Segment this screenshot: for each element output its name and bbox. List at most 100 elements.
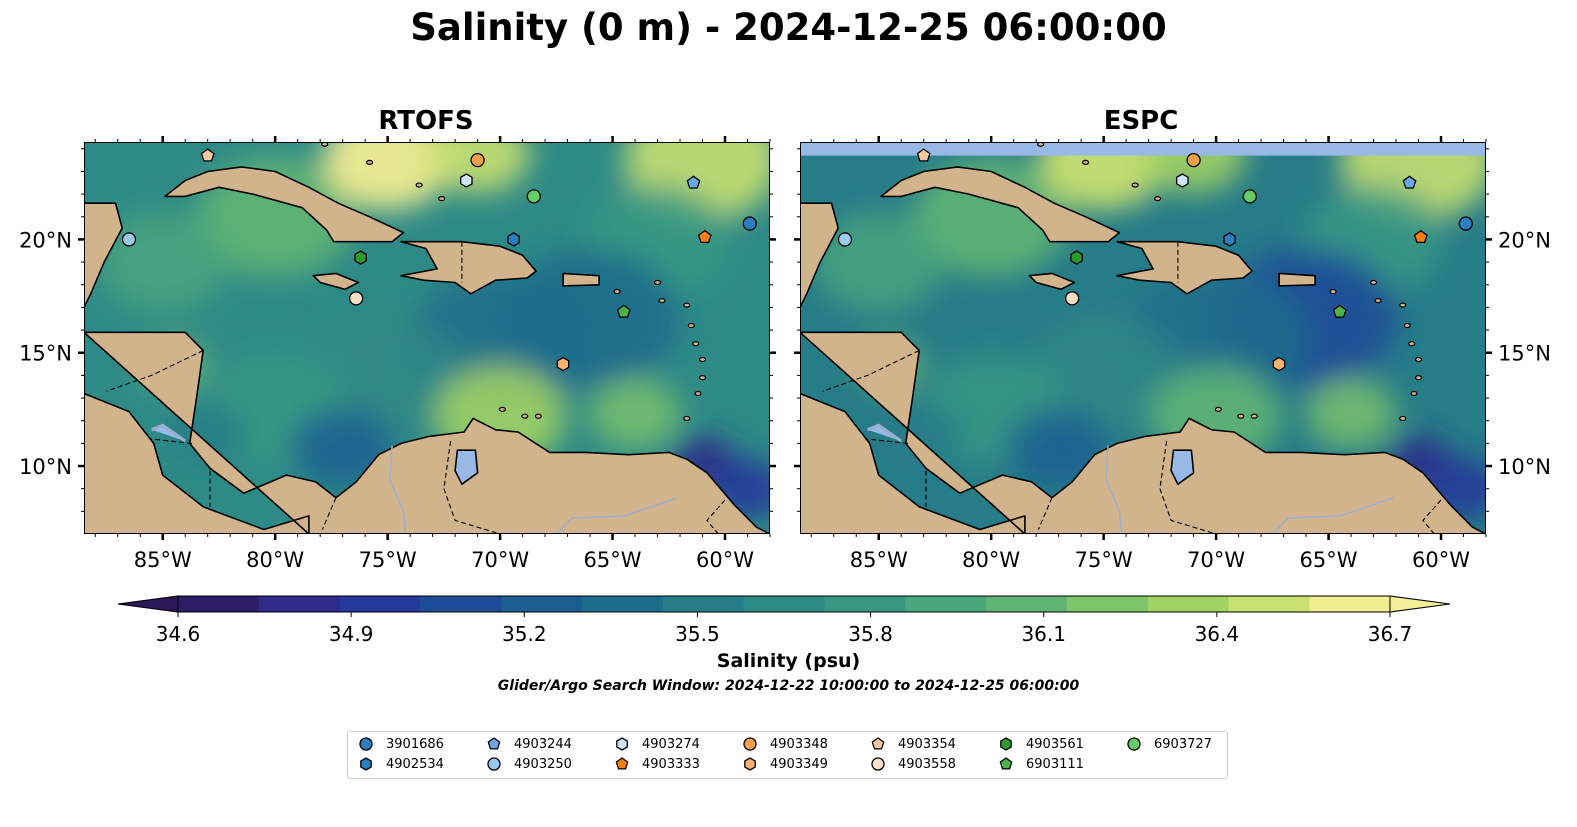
colorbar-segment xyxy=(178,596,260,612)
float-legend: 3901686 4902534 4903244 4903250 4903274 49033… xyxy=(347,731,1228,779)
legend-item: 4903561 xyxy=(998,736,1084,752)
colorbar-segment xyxy=(662,596,745,612)
lon-tick-label: 70°W xyxy=(471,548,529,572)
map-0-float-6903727 xyxy=(526,189,541,204)
legend-marker-4903558 xyxy=(871,757,885,771)
legend-marker-4903244 xyxy=(487,737,501,750)
colorbar-tick-label: 35.5 xyxy=(675,622,720,646)
legend-marker-4903333 xyxy=(615,757,629,770)
map-1-float-4902534 xyxy=(1223,232,1236,247)
legend-label: 4903349 xyxy=(770,756,828,772)
lat-tick-label: 10°N xyxy=(19,455,72,479)
colorbar-tick-label: 36.1 xyxy=(1021,622,1066,646)
colorbar-segment xyxy=(339,596,421,612)
legend-item: 4903274 xyxy=(614,736,700,752)
colorbar-segment xyxy=(1066,596,1149,612)
legend-item: 6903111 xyxy=(998,756,1084,772)
lat-tick-label: 10°N xyxy=(1498,455,1551,479)
map-1-float-6903727 xyxy=(1242,189,1257,204)
map-1-float-4903274 xyxy=(1176,173,1189,188)
colorbar-segment xyxy=(501,596,583,612)
colorbar-segment xyxy=(986,596,1068,612)
map-1-float-4903250 xyxy=(837,232,853,247)
legend-item: 4903348 xyxy=(742,736,828,752)
map-0-float-4903348 xyxy=(470,152,485,168)
legend-item: 4903250 xyxy=(486,756,572,772)
rtofs-map xyxy=(84,142,770,534)
map-1-float-3901686 xyxy=(1458,216,1473,231)
lon-tick-label: 85°W xyxy=(850,548,908,572)
map-0-float-4902534 xyxy=(507,232,520,247)
colorbar-segment xyxy=(824,596,906,612)
legend-marker-6903111 xyxy=(999,757,1013,770)
legend-label: 4903354 xyxy=(898,736,956,752)
legend-label: 4903250 xyxy=(514,756,572,772)
map-0-float-4903561 xyxy=(354,250,367,265)
legend-label: 4903274 xyxy=(642,736,700,752)
map-0-float-4903274 xyxy=(460,173,473,188)
legend-label: 4903244 xyxy=(514,736,572,752)
legend-item: 4903354 xyxy=(870,736,956,752)
legend-item: 4903349 xyxy=(742,756,828,772)
legend-marker-4903349 xyxy=(744,757,756,771)
legend-item: 4903333 xyxy=(614,756,700,772)
legend-marker-4903250 xyxy=(487,757,501,771)
colorbar-tick-label: 34.6 xyxy=(156,622,201,646)
legend-item: 4902534 xyxy=(358,756,444,772)
legend-marker-3901686 xyxy=(359,737,373,751)
lon-tick-label: 80°W xyxy=(246,548,304,572)
colorbar-label: Salinity (psu) xyxy=(716,650,861,672)
lon-tick-label: 65°W xyxy=(1300,548,1358,572)
lon-tick-label: 65°W xyxy=(584,548,642,572)
colorbar-segment xyxy=(258,596,341,612)
legend-label: 4903561 xyxy=(1026,736,1084,752)
map-axes: 85°W 80°W 75°W 70°W 65°W 60°W 20°N 15°N 10°N 85°W… xyxy=(19,136,1551,572)
colorbar-segment xyxy=(743,596,825,612)
lat-tick-label: 20°N xyxy=(19,228,72,252)
colorbar-segment xyxy=(905,596,987,612)
legend-marker-4902534 xyxy=(360,757,372,771)
colorbar-tick-label: 36.4 xyxy=(1195,622,1240,646)
colorbar-segment xyxy=(1147,596,1229,612)
legend-label: 4903348 xyxy=(770,736,828,752)
map-1-float-4903333 xyxy=(1413,229,1428,244)
legend-label: 3901686 xyxy=(386,736,444,752)
map-1-float-4903558 xyxy=(1065,291,1080,306)
map-1-float-4903348 xyxy=(1186,152,1201,168)
map-1-float-4903349 xyxy=(1272,356,1286,372)
map-0-float-6903111 xyxy=(616,304,631,318)
map-1-float-6903111 xyxy=(1332,304,1347,318)
colorbar-segment xyxy=(582,596,664,612)
legend-label: 4902534 xyxy=(386,756,444,772)
colorbar-segment xyxy=(1309,596,1391,612)
map-1-float-4903244 xyxy=(1402,175,1417,189)
legend-marker-6903727 xyxy=(1127,737,1141,751)
legend-marker-4903274 xyxy=(616,737,628,751)
colorbar-segment xyxy=(420,596,502,612)
panel-title-rtofs: RTOFS xyxy=(378,106,474,136)
colorbar: 34.6 34.9 35.2 35.5 35.8 36.1 36.4 36.7 xyxy=(117,595,1451,646)
lon-tick-label: 60°W xyxy=(1412,548,1470,572)
map-0-float-4903250 xyxy=(121,232,137,247)
legend-label: 6903111 xyxy=(1026,756,1084,772)
lon-tick-label: 60°W xyxy=(696,548,754,572)
map-0-float-3901686 xyxy=(742,216,757,231)
legend-marker-4903354 xyxy=(871,737,885,750)
lat-tick-label: 20°N xyxy=(1498,228,1551,252)
legend-marker-4903561 xyxy=(1000,737,1012,751)
map-0-float-4903354 xyxy=(200,148,215,162)
legend-item: 4903244 xyxy=(486,736,572,752)
colorbar-tick-label: 35.2 xyxy=(502,622,547,646)
colorbar-segment xyxy=(1228,596,1310,612)
colorbar-tick-label: 34.9 xyxy=(329,622,374,646)
lon-tick-label: 80°W xyxy=(962,548,1020,572)
lon-tick-label: 75°W xyxy=(1075,548,1133,572)
espc-map xyxy=(800,142,1486,534)
map-0-float-4903558 xyxy=(349,291,364,306)
legend-item: 6903727 xyxy=(1126,736,1212,752)
search-window-note: Glider/Argo Search Window: 2024-12-22 10… xyxy=(497,678,1080,694)
lat-tick-label: 15°N xyxy=(1498,342,1551,366)
figure-title: Salinity (0 m) - 2024-12-25 06:00:00 xyxy=(410,6,1167,49)
colorbar-tick-label: 35.8 xyxy=(848,622,893,646)
map-1-float-4903561 xyxy=(1070,250,1083,265)
